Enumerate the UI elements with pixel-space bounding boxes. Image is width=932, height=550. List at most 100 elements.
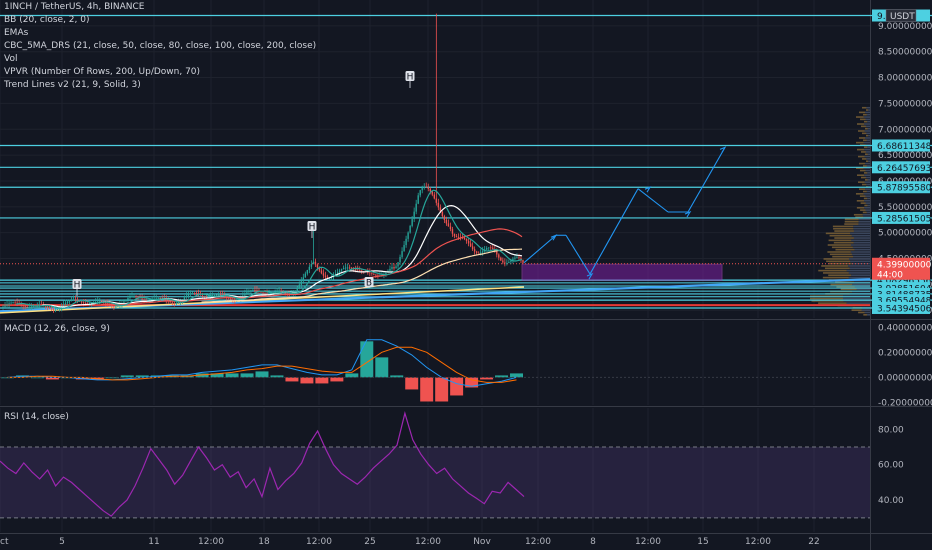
candle-body xyxy=(270,292,272,294)
time-axis[interactable]: ct 5 11 12:00 18 12:00 25 12:00 Nov 12:00 8 12:00 15… xyxy=(0,537,820,547)
indicator-vol[interactable]: Vol xyxy=(4,54,18,64)
indicator-trendlines[interactable]: Trend Lines v2 (21, 9, Solid, 3) xyxy=(4,80,141,90)
macd-legend: MACD (12, 26, close, 9) xyxy=(4,323,110,336)
forecast-path[interactable] xyxy=(523,146,727,280)
forecast-arrowhead xyxy=(719,146,727,153)
vpvr-bar-up xyxy=(844,220,859,223)
candle-body xyxy=(226,296,228,298)
vpvr-bar-down xyxy=(849,258,870,260)
vpvr-bar-down xyxy=(867,179,870,181)
macd-histogram-bar xyxy=(420,377,434,402)
indicator-emas[interactable]: EMAs xyxy=(4,28,29,38)
forecast-segment xyxy=(637,188,669,213)
vpvr-bar-up xyxy=(827,244,851,246)
macd-histogram-bar xyxy=(300,377,314,384)
macd-histogram-bar xyxy=(405,377,419,390)
macd-histogram-bar xyxy=(285,377,299,382)
candle-body xyxy=(433,194,436,199)
candle-body xyxy=(473,249,476,252)
vpvr-bar-up xyxy=(835,281,855,284)
indicator-cbc[interactable]: CBC_5MA_DRS (21, close, 50, close, 80, c… xyxy=(4,41,317,51)
candle-body xyxy=(137,296,139,298)
candle-body xyxy=(423,186,425,188)
vpvr-bar-down xyxy=(867,197,870,200)
candle-body xyxy=(348,267,351,269)
time-tick-label: Nov xyxy=(473,537,491,547)
macd-histogram-bar xyxy=(450,377,464,396)
symbol-title[interactable]: 1INCH / TetherUS, 4h, BINANCE xyxy=(4,2,145,12)
vpvr-bar-up xyxy=(859,195,866,197)
candle-body xyxy=(326,277,329,279)
candle-body xyxy=(191,293,194,294)
vpvr-bar-up xyxy=(864,146,868,149)
rsi-tick-label: 60.00 xyxy=(878,461,904,471)
candle-body xyxy=(425,186,427,188)
vpvr-bar-down xyxy=(852,246,870,249)
marker-box xyxy=(72,279,82,289)
rsi-title[interactable]: RSI (14, close) xyxy=(4,412,69,422)
vpvr-bar-down xyxy=(864,311,870,314)
vpvr-bar-up xyxy=(824,267,850,270)
target-zone xyxy=(521,263,723,281)
vpvr-bar-up xyxy=(860,118,866,121)
vpvr-bar-up xyxy=(862,158,867,160)
candle-body xyxy=(26,306,28,308)
forecast-segment xyxy=(523,234,557,264)
level-tag-label: 4.08296556 xyxy=(877,277,932,287)
candle-body xyxy=(90,303,93,304)
volume-profile xyxy=(810,106,870,316)
vpvr-bar-down xyxy=(853,225,870,228)
vpvr-bar-down xyxy=(846,302,870,304)
vpvr-bar-down xyxy=(863,167,870,170)
candle-body xyxy=(302,277,305,282)
candle-body xyxy=(427,187,429,189)
candle-body xyxy=(76,299,79,301)
candle-body xyxy=(322,273,325,276)
vpvr-bar-down xyxy=(858,223,870,225)
indicator-vpvr[interactable]: VPVR (Number Of Rows, 200, Up/Down, 70) xyxy=(4,67,201,77)
vpvr-bar-down xyxy=(852,255,870,258)
level-tag-label: 5.28561505 xyxy=(877,214,931,224)
candle-body xyxy=(155,298,157,300)
macd-histogram-bar xyxy=(45,377,59,380)
candle-body xyxy=(441,211,444,217)
candle-body xyxy=(177,302,180,304)
vpvr-bar-down xyxy=(865,118,870,121)
candle-body xyxy=(415,203,417,212)
ema-8 xyxy=(15,189,523,310)
macd-histogram-bar xyxy=(225,373,239,378)
level-tag-bg xyxy=(872,301,930,314)
vpvr-bar-up xyxy=(827,251,851,253)
indicator-bb[interactable]: BB (20, close, 2, 0) xyxy=(4,15,90,25)
candle-body xyxy=(30,306,32,308)
candle-body xyxy=(127,297,129,300)
vpvr-bar-down xyxy=(854,248,870,251)
candle-body xyxy=(262,292,264,294)
macd-title[interactable]: MACD (12, 26, close, 9) xyxy=(4,324,110,334)
candle-body xyxy=(490,247,492,249)
vpvr-bar-down xyxy=(854,286,870,288)
vpvr-bar-down xyxy=(866,314,870,316)
forecast-segment xyxy=(687,147,726,213)
candle-body xyxy=(129,296,131,298)
vpvr-bar-up xyxy=(834,230,854,232)
candle-body xyxy=(80,301,83,303)
currency-badge xyxy=(885,9,917,22)
vpvr-bar-up xyxy=(853,213,863,216)
candle-body xyxy=(199,294,202,296)
vpvr-bar-up xyxy=(855,193,864,195)
candle-body xyxy=(38,304,41,306)
candle-body xyxy=(250,290,252,291)
time-tick-label: 25 xyxy=(364,537,375,547)
candle-body xyxy=(256,290,258,291)
candle-body xyxy=(115,306,117,308)
price-axis[interactable]: 9.00000000 8.50000000 8.00000000 7.50000000… xyxy=(872,9,932,507)
candle-body xyxy=(52,309,55,311)
time-tick-label: 12:00 xyxy=(306,537,332,547)
candle-body xyxy=(183,297,186,300)
candle-body xyxy=(429,188,431,192)
vpvr-bar-down xyxy=(851,239,870,242)
candle-body xyxy=(244,293,246,296)
